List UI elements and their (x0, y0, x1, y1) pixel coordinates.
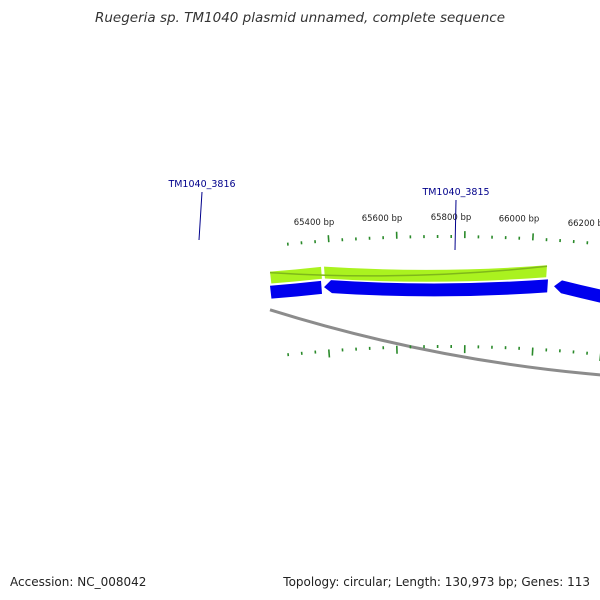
ruler-label: 66000 bp (499, 215, 540, 225)
outer-tick-marks (286, 231, 589, 246)
inner-tick (328, 349, 331, 358)
cds-feature-tm1040-3815[interactable] (324, 279, 548, 297)
topology-summary: Topology: circular; Length: 130,973 bp; … (283, 575, 590, 589)
ruler-label: 65600 bp (362, 214, 403, 224)
sequence-backbone (269, 308, 600, 377)
cds-features (270, 279, 600, 336)
gene-label[interactable]: TM1040_3816 (167, 179, 235, 190)
inner-tick-marks (287, 345, 600, 361)
ruler-label: 65400 bp (294, 218, 335, 228)
gene-feature-right[interactable] (270, 266, 322, 284)
gene-features (269, 265, 548, 284)
cds-feature-tm1040-3816[interactable] (554, 280, 600, 336)
accession-label: Accession: NC_008042 (10, 575, 147, 589)
gene-feature-tm1040-3815[interactable] (324, 265, 547, 282)
gene-label-leader (454, 199, 457, 251)
cds-feature-right[interactable] (270, 280, 323, 299)
ruler-labels: 67000 bp66800 bp66600 bp66400 bp66200 bp… (294, 213, 600, 229)
gene-label-leader (198, 191, 203, 241)
gene-feature-edge (269, 265, 548, 277)
ruler-label: 65800 bp (431, 213, 472, 223)
gene-label[interactable]: TM1040_3815 (421, 187, 489, 198)
gene-labels: TM1040_3816 TM1040_3815 (167, 179, 490, 251)
outer-tick (327, 235, 330, 243)
map-title: Ruegeria sp. TM1040 plasmid unnamed, com… (94, 10, 506, 26)
ruler-label: 66200 bp (568, 219, 600, 229)
